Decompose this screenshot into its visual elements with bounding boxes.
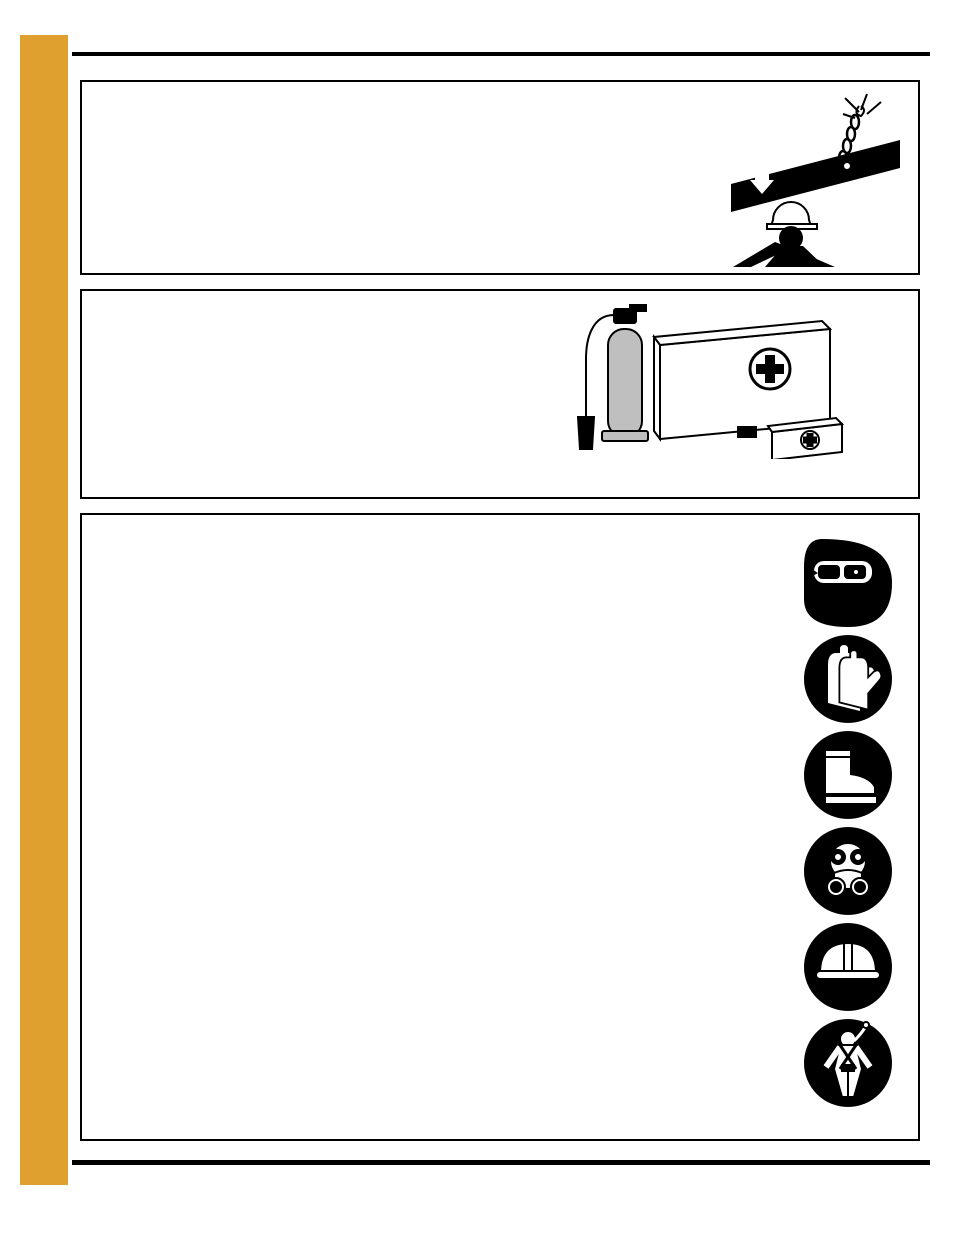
top-rule xyxy=(72,52,930,56)
main-content xyxy=(80,80,920,1155)
extinguisher-firstaid-illustration xyxy=(572,299,862,459)
panel-ppe xyxy=(80,513,920,1141)
hard-hat-icon xyxy=(804,923,892,1011)
safety-boots-icon xyxy=(804,731,892,819)
left-sidebar-strip xyxy=(20,35,68,1185)
safety-harness-icon xyxy=(804,1019,892,1107)
gloves-icon xyxy=(804,635,892,723)
panel-falling-object xyxy=(80,80,920,275)
bottom-rule xyxy=(72,1160,930,1165)
panel-fire-firstaid xyxy=(80,289,920,499)
respirator-icon xyxy=(804,827,892,915)
ppe-icon-column xyxy=(804,539,896,1115)
safety-goggles-icon xyxy=(804,539,892,627)
falling-chain-illustration xyxy=(695,92,900,267)
